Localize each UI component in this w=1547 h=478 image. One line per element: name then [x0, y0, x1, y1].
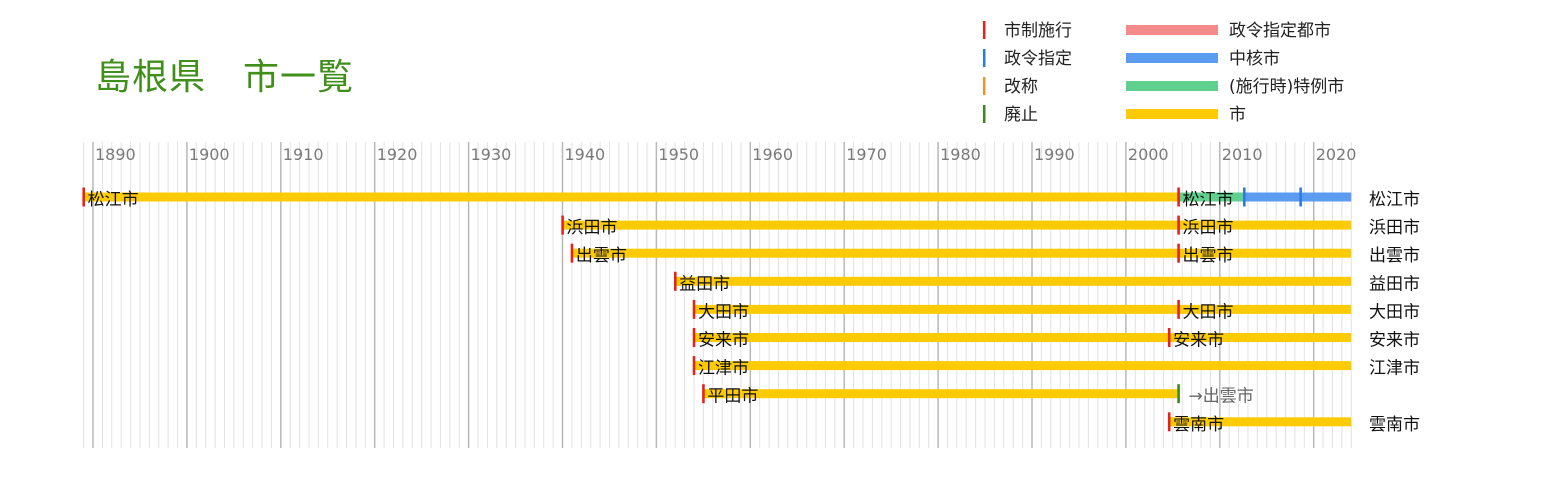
tick-label-1910: 1910	[283, 145, 324, 164]
event-label: 出雲市	[576, 246, 627, 266]
event-marker	[673, 271, 677, 291]
tick-label-2020: 2020	[1316, 145, 1357, 164]
current-name-label: 江津市	[1369, 359, 1420, 379]
legend-bar-label: 政令指定都市	[1229, 21, 1331, 41]
legend-marker-label: 改称	[1004, 77, 1038, 97]
tick-label-1960: 1960	[752, 145, 793, 164]
current-name-label: 出雲市	[1369, 246, 1420, 266]
event-label: 安来市	[1173, 331, 1224, 351]
legend-marker-swatch	[983, 77, 986, 95]
tick-label-1990: 1990	[1034, 145, 1075, 164]
x-axis-tick-labels: 1890 1900 1910 1920 1930 1940 1950 1960 1970 1980…	[95, 145, 1356, 164]
legend-marker-swatch	[983, 105, 986, 123]
bar-segment	[1169, 417, 1352, 427]
event-label: 大田市	[1182, 302, 1233, 322]
tick-label-1950: 1950	[658, 145, 699, 164]
tick-label-2000: 2000	[1128, 145, 1169, 164]
event-label: 松江市	[88, 190, 139, 210]
event-marker	[1177, 187, 1180, 207]
legend-marker-swatch	[983, 49, 986, 67]
event-marker	[1177, 215, 1180, 235]
tick-label-1930: 1930	[471, 145, 512, 164]
bar-segment	[562, 220, 1352, 230]
tick-label-1900: 1900	[189, 145, 230, 164]
event-label: 浜田市	[567, 218, 618, 238]
event-label: 浜田市	[1182, 218, 1233, 238]
event-marker	[82, 187, 86, 207]
event-label: 益田市	[679, 274, 730, 294]
current-name-label: 雲南市	[1369, 415, 1420, 435]
bar-segment	[1244, 192, 1352, 202]
event-marker	[1167, 412, 1171, 432]
event-label: 松江市	[1182, 190, 1233, 210]
current-name-label: →出雲市	[1188, 387, 1253, 407]
bar-segment	[83, 192, 1179, 202]
current-name-label: 安来市	[1369, 331, 1420, 351]
tick-label-2010: 2010	[1222, 145, 1263, 164]
event-marker	[692, 299, 696, 319]
event-label: 出雲市	[1182, 246, 1233, 266]
bar-segment	[675, 276, 1352, 286]
current-name-label: 浜田市	[1369, 218, 1420, 238]
event-label: 平田市	[707, 387, 758, 407]
event-marker	[561, 215, 564, 235]
event-marker	[1177, 243, 1180, 263]
legend-marker-label: 市制施行	[1004, 21, 1072, 41]
legend-bar-label: 市	[1229, 105, 1246, 125]
event-label: 安来市	[698, 331, 749, 351]
legend-bar-swatch	[1126, 109, 1218, 119]
bar-segment	[693, 333, 1352, 342]
bar-segment	[1178, 192, 1245, 202]
legend-marker-swatch	[983, 21, 986, 39]
event-marker	[1177, 384, 1180, 404]
legend-bar-swatch	[1126, 25, 1218, 35]
legend-marker-label: 政令指定	[1004, 49, 1072, 69]
current-name-label: 松江市	[1369, 190, 1420, 210]
current-name-label: 大田市	[1369, 302, 1420, 322]
tick-label-1920: 1920	[377, 145, 418, 164]
event-label: 大田市	[698, 302, 749, 322]
event-marker	[1299, 187, 1302, 207]
bar-segment	[693, 304, 1352, 314]
event-label: 雲南市	[1173, 415, 1224, 435]
legend-bar-label: (施行時)特例市	[1229, 77, 1344, 97]
current-name-label: 益田市	[1369, 274, 1420, 294]
legend-bar-swatch	[1126, 53, 1218, 63]
tick-label-1890: 1890	[95, 145, 136, 164]
tick-label-1980: 1980	[940, 145, 981, 164]
bar-segment	[571, 248, 1352, 258]
event-marker	[570, 243, 574, 263]
event-marker	[692, 356, 696, 376]
event-marker	[1243, 187, 1246, 207]
chart-title: 島根県 市一覧	[95, 57, 355, 98]
bar-segment	[703, 389, 1179, 399]
legend-bar-swatch	[1126, 81, 1218, 91]
city-bars	[83, 192, 1352, 427]
event-marker	[692, 328, 696, 347]
tick-label-1940: 1940	[565, 145, 606, 164]
tick-label-1970: 1970	[846, 145, 887, 164]
event-marker	[702, 384, 705, 404]
event-marker	[1167, 328, 1171, 347]
legend-bar-label: 中核市	[1229, 49, 1280, 69]
event-markers	[82, 187, 1302, 432]
event-label: 江津市	[698, 359, 749, 379]
bar-segment	[693, 361, 1352, 371]
event-marker	[1177, 299, 1180, 319]
legend-marker-label: 廃止	[1004, 105, 1038, 125]
